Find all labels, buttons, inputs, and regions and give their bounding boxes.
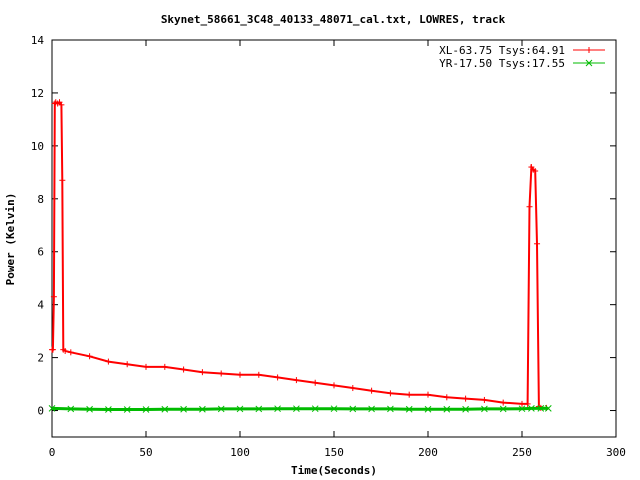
data-point: [142, 406, 150, 413]
data-point: [312, 379, 319, 386]
data-point: [534, 240, 541, 247]
y-tick-label: 0: [37, 405, 44, 418]
x-tick-label: 50: [139, 446, 152, 459]
data-point: [405, 405, 413, 413]
data-point: [274, 374, 281, 381]
data-point: [526, 203, 533, 210]
data-point: [330, 405, 338, 413]
data-point: [123, 406, 131, 413]
data-point: [368, 405, 375, 413]
data-point: [217, 405, 225, 413]
data-point: [368, 387, 375, 394]
series-group: [48, 99, 552, 413]
data-point: [532, 168, 539, 175]
data-point: [293, 377, 300, 384]
data-point: [199, 369, 206, 376]
data-point: [180, 405, 187, 413]
y-tick-label: 12: [31, 87, 44, 100]
legend-label: XL-63.75 Tsys:64.91: [439, 44, 565, 57]
x-tick-label: 300: [606, 446, 626, 459]
x-tick-label: 250: [512, 446, 532, 459]
data-point: [62, 347, 69, 354]
data-point: [67, 349, 74, 356]
data-point: [462, 405, 469, 413]
legend-label: YR-17.50 Tsys:17.55: [439, 57, 565, 70]
y-tick-label: 8: [37, 193, 44, 206]
data-point: [161, 363, 168, 370]
data-point: [86, 353, 93, 360]
x-tick-label: 100: [230, 446, 250, 459]
data-point: [105, 406, 112, 413]
series-1: [49, 99, 550, 411]
data-point: [236, 405, 244, 413]
data-point: [143, 363, 149, 370]
data-point: [544, 405, 552, 412]
data-point: [86, 405, 93, 413]
data-point: [349, 385, 356, 392]
data-point: [349, 405, 357, 413]
data-point: [518, 405, 526, 413]
y-tick-label: 2: [37, 352, 44, 365]
data-point: [255, 371, 262, 378]
data-point: [537, 405, 545, 412]
data-point: [49, 346, 56, 353]
data-point: [425, 391, 431, 398]
data-point: [387, 405, 394, 413]
plot-area: [51, 39, 617, 438]
data-point: [519, 400, 525, 407]
data-point: [274, 405, 281, 413]
data-point: [443, 405, 451, 413]
data-point: [443, 394, 450, 401]
x-tick-label: 150: [324, 446, 344, 459]
data-point: [124, 361, 131, 368]
data-point: [500, 399, 507, 406]
data-point: [311, 405, 319, 413]
data-point: [585, 59, 593, 67]
data-point: [528, 405, 535, 412]
y-axis-label: Power (Kelvin): [4, 193, 17, 286]
data-point: [462, 395, 469, 402]
series-line: [51, 100, 547, 409]
data-point: [50, 293, 57, 300]
data-point: [293, 405, 300, 413]
data-point: [199, 405, 206, 413]
data-point: [59, 177, 66, 184]
data-point: [331, 382, 337, 389]
x-axis-label: Time(Seconds): [291, 464, 377, 477]
x-tick-label: 0: [49, 446, 56, 459]
data-point: [387, 390, 394, 397]
axis-ticks: [51, 39, 617, 437]
data-point: [67, 405, 75, 413]
data-point: [586, 47, 592, 53]
y-tick-label: 6: [37, 246, 44, 259]
data-point: [58, 101, 65, 108]
data-point: [105, 358, 112, 365]
data-point: [255, 405, 263, 413]
data-point: [180, 366, 187, 373]
y-tick-label: 14: [31, 34, 45, 47]
data-point: [406, 391, 413, 398]
series-2: [48, 405, 552, 413]
data-point: [524, 400, 531, 407]
data-point: [218, 370, 225, 377]
data-point: [481, 396, 488, 403]
data-point: [48, 405, 56, 412]
data-point: [237, 371, 243, 378]
data-point: [481, 405, 488, 413]
x-tick-label: 200: [418, 446, 438, 459]
data-point: [499, 405, 507, 413]
tick-labels: 0 50 100 150 200 250 300 0 2 4 6 8 10 12 14: [31, 34, 626, 459]
y-tick-label: 4: [37, 299, 44, 312]
data-point: [161, 405, 169, 413]
data-point: [424, 405, 432, 413]
chart-title: Skynet_58661_3C48_40133_48071_cal.txt, L…: [161, 13, 506, 26]
y-tick-label: 10: [31, 140, 44, 153]
